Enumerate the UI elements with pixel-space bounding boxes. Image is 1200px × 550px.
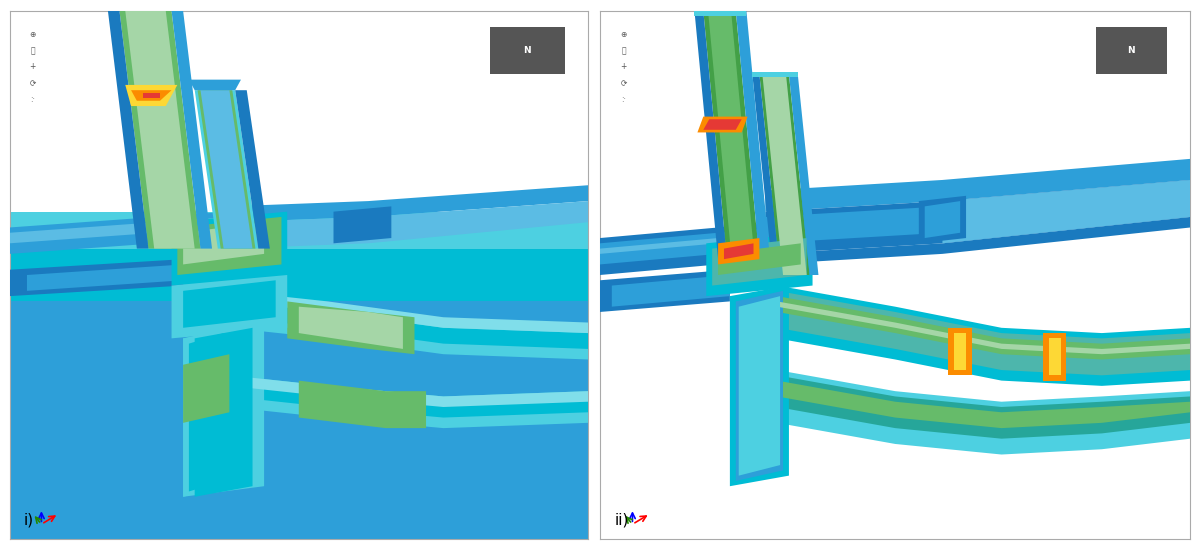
Polygon shape: [695, 11, 746, 16]
Polygon shape: [229, 381, 588, 417]
Polygon shape: [724, 243, 754, 259]
Polygon shape: [188, 80, 241, 90]
Polygon shape: [788, 74, 818, 275]
Polygon shape: [194, 328, 252, 497]
Polygon shape: [600, 228, 778, 265]
Text: +: +: [30, 62, 36, 71]
Polygon shape: [184, 328, 264, 497]
Polygon shape: [229, 201, 588, 249]
Polygon shape: [334, 206, 391, 243]
Polygon shape: [708, 11, 755, 259]
Polygon shape: [600, 233, 778, 254]
Polygon shape: [184, 280, 276, 328]
Polygon shape: [712, 238, 806, 285]
Polygon shape: [1049, 338, 1061, 375]
Polygon shape: [764, 74, 805, 275]
Polygon shape: [718, 243, 800, 275]
Polygon shape: [10, 259, 184, 296]
Polygon shape: [10, 301, 588, 539]
Text: ⟳: ⟳: [30, 79, 36, 89]
Polygon shape: [108, 11, 149, 249]
Polygon shape: [200, 90, 252, 249]
Polygon shape: [942, 180, 1190, 243]
Polygon shape: [766, 180, 1190, 254]
Text: ⊕: ⊕: [30, 30, 36, 39]
Polygon shape: [778, 370, 1190, 454]
Polygon shape: [766, 159, 1190, 212]
Polygon shape: [10, 249, 588, 539]
Polygon shape: [229, 375, 588, 407]
Polygon shape: [736, 11, 770, 259]
Polygon shape: [299, 381, 426, 428]
Polygon shape: [778, 381, 1190, 428]
Polygon shape: [299, 307, 403, 349]
Polygon shape: [229, 375, 588, 428]
Polygon shape: [198, 90, 256, 249]
Polygon shape: [954, 333, 966, 370]
Polygon shape: [778, 296, 1190, 360]
Text: i): i): [24, 513, 34, 527]
Polygon shape: [739, 296, 780, 476]
Polygon shape: [229, 185, 588, 222]
Polygon shape: [184, 328, 229, 497]
Polygon shape: [10, 217, 229, 243]
Polygon shape: [752, 74, 780, 275]
Polygon shape: [718, 238, 760, 265]
Polygon shape: [600, 270, 730, 312]
Polygon shape: [707, 233, 812, 296]
Polygon shape: [919, 196, 966, 243]
Polygon shape: [184, 354, 229, 423]
Polygon shape: [10, 212, 229, 254]
Polygon shape: [229, 291, 588, 333]
Text: ⟳: ⟳: [620, 79, 626, 89]
Polygon shape: [172, 212, 287, 285]
Polygon shape: [235, 90, 270, 249]
Polygon shape: [762, 74, 806, 275]
Text: :·: :·: [30, 95, 35, 104]
Polygon shape: [131, 90, 172, 101]
Text: :·: :·: [622, 95, 626, 104]
Polygon shape: [10, 11, 588, 212]
Text: ⌕: ⌕: [30, 46, 35, 55]
Polygon shape: [125, 85, 178, 106]
Polygon shape: [184, 222, 264, 265]
Polygon shape: [600, 222, 778, 275]
Polygon shape: [760, 74, 810, 275]
Polygon shape: [188, 333, 223, 492]
Polygon shape: [703, 119, 742, 130]
Polygon shape: [925, 201, 960, 238]
Polygon shape: [736, 291, 784, 481]
Polygon shape: [143, 93, 160, 98]
Polygon shape: [697, 117, 748, 133]
Text: ⌕: ⌕: [622, 46, 626, 55]
Polygon shape: [778, 291, 1190, 375]
Polygon shape: [766, 185, 1190, 243]
Polygon shape: [778, 301, 1190, 354]
Polygon shape: [229, 296, 588, 360]
Polygon shape: [703, 11, 760, 259]
Polygon shape: [766, 217, 1190, 265]
Polygon shape: [948, 328, 972, 375]
Polygon shape: [287, 301, 414, 354]
Polygon shape: [178, 217, 282, 275]
Polygon shape: [125, 11, 194, 249]
Polygon shape: [612, 275, 730, 307]
Polygon shape: [695, 11, 727, 259]
Polygon shape: [730, 285, 788, 486]
Polygon shape: [172, 275, 287, 338]
Polygon shape: [10, 196, 588, 539]
Polygon shape: [172, 11, 212, 249]
Polygon shape: [120, 11, 200, 249]
Text: ii): ii): [614, 513, 629, 527]
Polygon shape: [1043, 333, 1067, 381]
Polygon shape: [194, 90, 258, 249]
Polygon shape: [778, 285, 1190, 386]
Polygon shape: [778, 375, 1190, 439]
Text: +: +: [620, 62, 626, 71]
Polygon shape: [752, 72, 798, 77]
Polygon shape: [229, 301, 588, 349]
Polygon shape: [26, 265, 184, 291]
Text: ⊕: ⊕: [620, 30, 626, 39]
Polygon shape: [600, 11, 1190, 539]
